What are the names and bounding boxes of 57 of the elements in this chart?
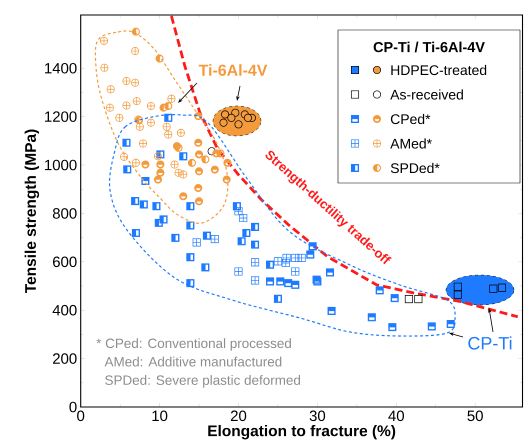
point — [208, 147, 216, 156]
annotation: * CPed: Conventional processed — [96, 338, 291, 351]
annotation: CP-Ti — [468, 336, 512, 350]
point — [162, 122, 171, 131]
point — [234, 120, 243, 128]
legend-label: As-received — [390, 89, 463, 100]
y-tick-label: 800 — [52, 208, 77, 219]
y-tick-label: 1200 — [45, 111, 77, 122]
legend-label: HDPEC-treated — [391, 64, 486, 76]
annotation: Ti-6Al-4V — [198, 64, 268, 76]
point — [176, 128, 185, 137]
legend-label: AMed* — [390, 138, 432, 149]
y-tick-label: 400 — [52, 304, 77, 316]
x-tick-label: 40 — [388, 410, 404, 422]
x-tick-label: 50 — [467, 410, 483, 422]
legend-label: CPed* — [390, 114, 430, 124]
x-axis-title: Elongation to fracture (%) — [208, 424, 396, 440]
y-tick-label: 200 — [52, 353, 77, 364]
point — [239, 214, 248, 222]
point — [170, 160, 179, 169]
point — [227, 114, 236, 122]
point — [106, 85, 115, 94]
point — [167, 94, 176, 103]
y-axis-title: Tensile strength (MPa) — [24, 130, 40, 294]
x-tick-label: 30 — [310, 410, 326, 422]
point — [100, 64, 108, 72]
point — [164, 130, 172, 139]
y-tick-label: 1400 — [45, 62, 77, 74]
point — [146, 102, 155, 110]
point — [454, 290, 462, 299]
x-tick-label: 10 — [152, 410, 168, 422]
point — [100, 36, 108, 45]
x-tick-label: 0 — [77, 410, 84, 422]
point — [154, 152, 162, 160]
point — [244, 114, 252, 122]
point — [414, 295, 422, 304]
point — [138, 139, 148, 148]
y-tick-label: 0 — [69, 402, 77, 412]
y-tick-label: 600 — [53, 256, 77, 268]
legend-title: CP-Ti / Ti-6Al-4V — [374, 42, 485, 52]
legend-label: SPDed* — [390, 162, 440, 174]
line-series — [170, 14, 520, 318]
point — [234, 267, 243, 276]
point — [404, 295, 413, 304]
point — [219, 118, 228, 127]
point — [498, 284, 506, 292]
point — [210, 235, 219, 244]
point — [454, 282, 462, 291]
point — [251, 258, 260, 266]
point — [489, 284, 498, 293]
y-tick-label: 1000 — [45, 160, 77, 170]
annotation: SPDed: Severe plastic deformed — [105, 375, 300, 388]
x-tick-label: 20 — [230, 410, 246, 422]
point — [221, 110, 230, 118]
point — [132, 97, 141, 106]
point — [192, 238, 201, 246]
annotation: AMed: Additive manufactured — [104, 356, 282, 366]
